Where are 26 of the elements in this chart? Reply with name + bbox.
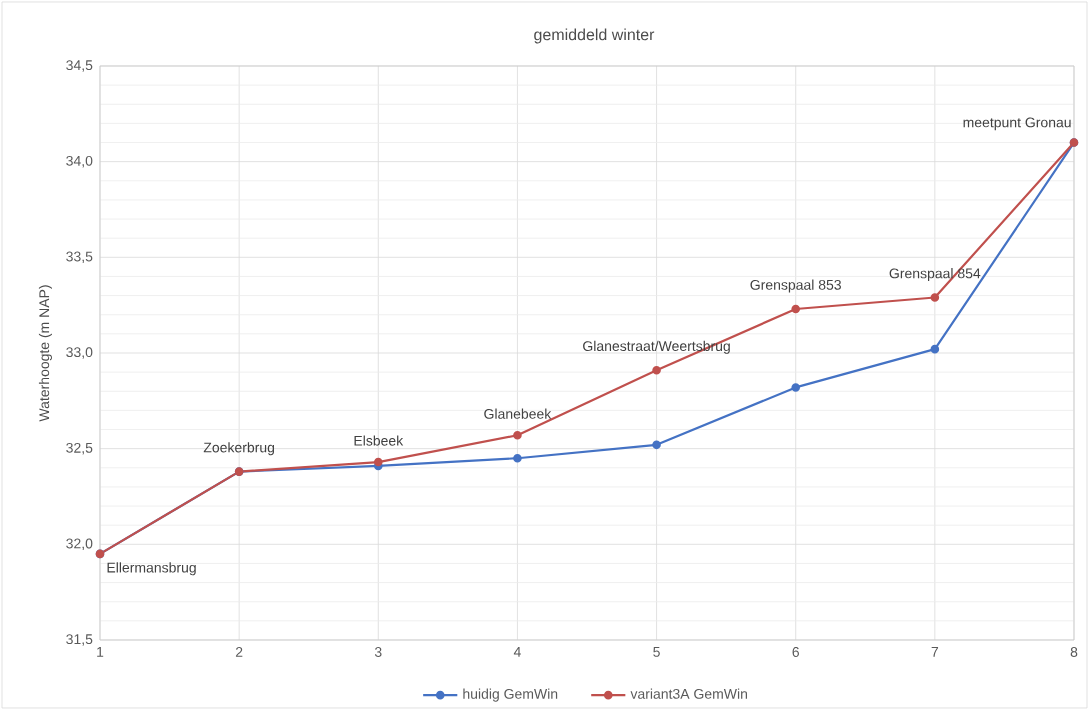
x-tick-label: 6	[792, 647, 799, 657]
y-axis-title: Waterhoogte (m NAP)	[38, 285, 52, 422]
annotation: meetpunt Gronau	[963, 117, 1071, 131]
y-tick-label: 34,0	[66, 155, 93, 168]
legend-label: variant3A GemWin	[630, 688, 747, 699]
annotation: Grenspaal 853	[750, 279, 841, 293]
chart-title: gemiddeld winter	[534, 28, 655, 44]
y-tick-label: 33,0	[66, 347, 93, 359]
y-tick-label: 32,5	[66, 442, 93, 455]
y-tick-label: 34,5	[66, 60, 93, 72]
annotation: Glanebeek	[484, 408, 552, 419]
x-tick-label: 1	[97, 647, 104, 657]
x-tick-label: 3	[374, 647, 382, 657]
annotation: Elsbeek	[354, 435, 404, 446]
x-tick-label: 5	[653, 647, 660, 657]
x-tick-label: 2	[235, 647, 243, 657]
annotation: Grenspaal 854	[889, 268, 981, 282]
x-tick-label: 7	[931, 647, 939, 657]
y-tick-label: 31,5	[66, 634, 93, 646]
x-tick-label: 8	[1070, 647, 1078, 657]
annotation: Zoekerbrug	[203, 442, 275, 456]
y-tick-label: 32,0	[66, 538, 93, 551]
x-tick-label: 4	[513, 647, 521, 657]
legend-label: huidig GemWin	[463, 688, 558, 702]
annotation: Ellermansbrug	[107, 562, 196, 576]
y-tick-label: 33,5	[66, 251, 93, 264]
